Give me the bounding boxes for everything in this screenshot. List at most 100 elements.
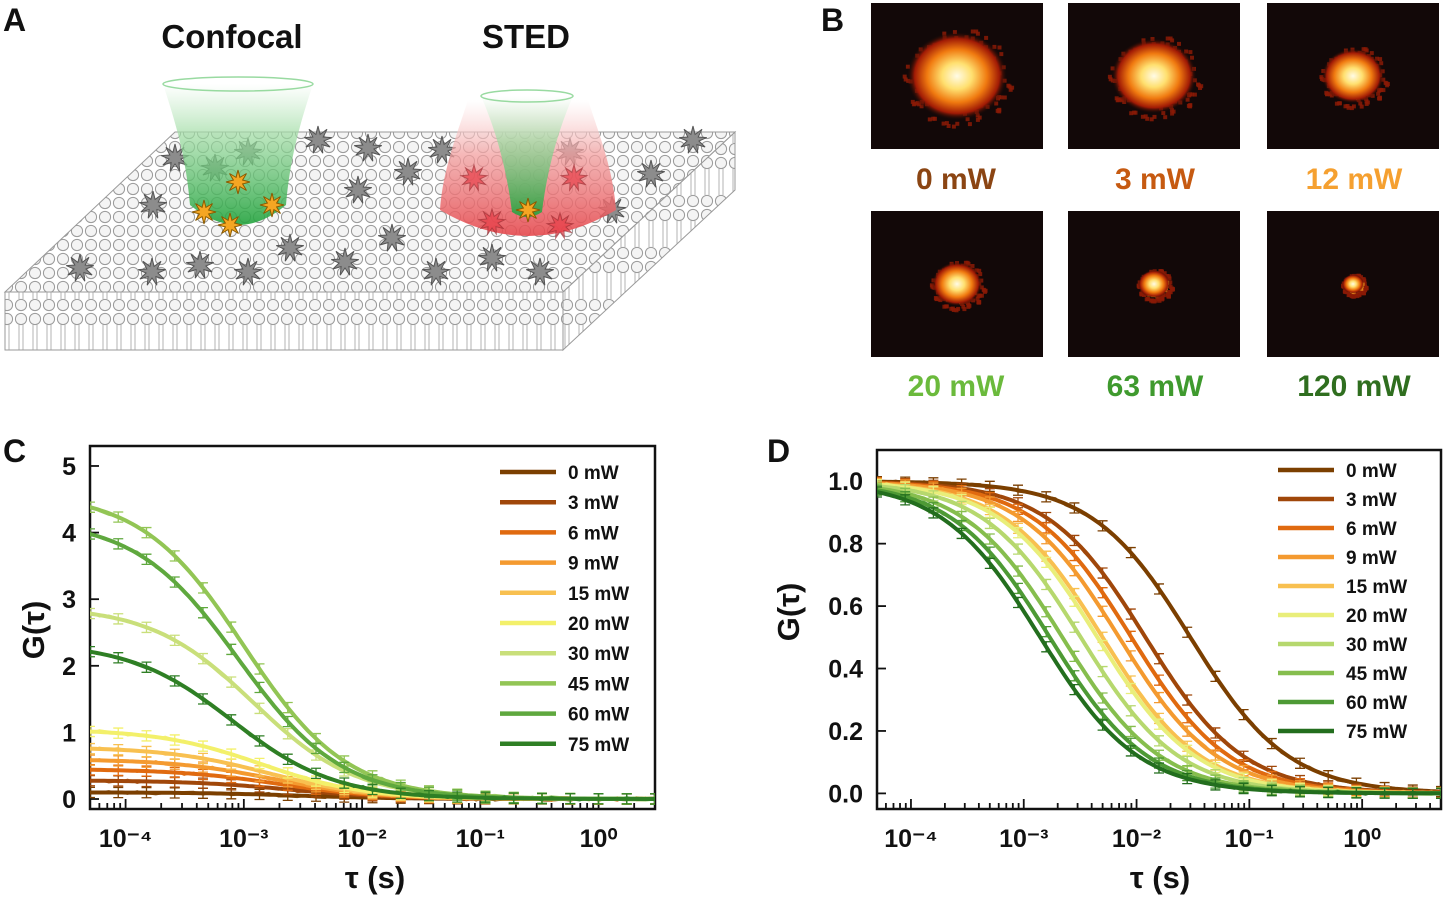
tile-pixel [999,95,1004,100]
molecule-icon [344,175,372,204]
chart-c-error-bar [141,553,152,566]
tile-pixel [1361,47,1366,52]
depleted-molecule-icon [477,207,507,236]
tile-power-label: 0 mW [916,163,997,196]
tile-pixel [1351,104,1356,109]
panel-d: D τ (s) G(τ) 10⁻⁴ 10⁻³ 10⁻² 10⁻¹ 10⁰ 0.0 0.2 0.… [767,433,1443,895]
molecule-icon [422,257,450,286]
tile-pixel [1008,87,1013,92]
chart-c-error-bar [452,791,463,803]
tile-pixel [1338,101,1342,106]
tile-pixel [1355,291,1360,295]
chart-c-y-tick-label: 4 [62,520,76,548]
chart-c-error-bar [90,786,95,799]
tile-pixel [1149,298,1154,303]
chart-d-error-bar [1266,784,1277,797]
confocal-bright-molecules [191,169,285,238]
bright-molecule-icon [191,199,217,225]
tile-power-label: 3 mW [1115,163,1196,196]
chart-c-error-bar [282,767,293,779]
tile-pixel [1152,114,1157,119]
chart-d-legend-label: 60 mW [1346,693,1407,714]
chart-c-error-bar [254,757,265,770]
tile-pixel [1157,298,1162,303]
chart-c-x-tick-label: 10⁻¹ [456,825,505,853]
tile-pixel [905,64,910,69]
chart-c-legend-label: 15 mW [568,584,629,605]
tile-pixel [1177,41,1181,46]
tile-pixel [974,29,979,34]
tile-pixel [956,306,961,311]
chart-d-error-bar [900,494,911,506]
chart-c-error-bar [113,613,124,625]
molecule-icon [526,257,554,286]
tile-pixel [1107,74,1112,79]
tile-pixel [944,304,949,309]
chart-d-legend-label: 20 mW [1346,606,1407,627]
bright-molecule-icon [225,169,251,195]
chart-c-error-bar [141,621,152,634]
chart-c-error-bar [113,727,124,739]
chart-c-error-bar [254,663,265,675]
tile-power-label: 120 mW [1297,370,1411,403]
tile-pixel [927,117,932,122]
chart-c-error-bar [169,748,180,761]
chart-c-y-tick-label: 2 [62,653,76,681]
chart-c-y-tick-label: 0 [62,786,76,814]
sted-bright-molecule [459,163,589,240]
chart-c-error-bar [141,786,152,799]
tile-pixel [978,272,983,277]
bright-molecule-icon [217,212,243,238]
fluorescence-spot [1138,269,1170,299]
tile-pixel [979,285,984,290]
bright-molecule-icon [515,197,541,223]
chart-c-error-bar [198,693,208,705]
chart-c-legend-label: 30 mW [568,644,629,665]
depleted-molecule-icon [545,211,575,240]
chart-c-error-bar [90,754,95,766]
tile-pixel [961,304,966,309]
chart-c-y-tick-label: 1 [62,719,76,747]
tile-pixel [1358,101,1363,106]
tile-pixel [951,308,956,312]
tile-pixel [946,124,951,128]
tile-pixel [1343,104,1348,109]
molecule-icon [66,253,94,282]
chart-c-error-bar [367,783,378,796]
tile-pixel [981,287,986,292]
sted-image-tile: 12 mW [1267,3,1439,196]
chart-c-error-bar [113,743,124,756]
panel-a: A Confocal STED [3,2,737,352]
chart-c-legend-label: 3 mW [568,493,619,514]
tile-pixel [984,35,989,40]
tile-pixel [1361,288,1366,293]
lipid-bilayer [3,130,737,352]
tile-pixel [975,31,980,36]
tile-pixel [977,268,982,273]
tile-pixel [963,260,968,265]
chart-d-y-tick-label: 0.0 [828,780,863,808]
tile-pixel [1334,101,1339,106]
tile-pixel [932,116,937,121]
tile-pixel [944,121,949,126]
tile-pixel [1161,111,1166,115]
molecule-icon [161,143,189,172]
chart-c-error-bar [113,652,124,664]
molecule-icon [354,133,382,162]
chart-c-error-bar [480,792,491,804]
molecule-icon [331,247,359,276]
tile-pixel [1002,95,1007,100]
molecule-icon [679,125,707,154]
chart-c-legend-label: 60 mW [568,705,629,726]
chart-c-legend-label: 0 mW [568,463,619,484]
tile-pixel [1185,97,1190,102]
sted-image-tile: 63 mW [1068,211,1240,403]
tile-pixel [1343,289,1348,294]
molecule-icon [139,190,167,219]
chart-d-error-bar [877,486,882,498]
molecule-icon [394,157,422,186]
tile-pixel [1145,116,1150,121]
chart-d-error-bar [1295,786,1305,798]
chart-c-legend-label: 6 mW [568,523,619,544]
chart-c-plot-area [90,501,655,805]
